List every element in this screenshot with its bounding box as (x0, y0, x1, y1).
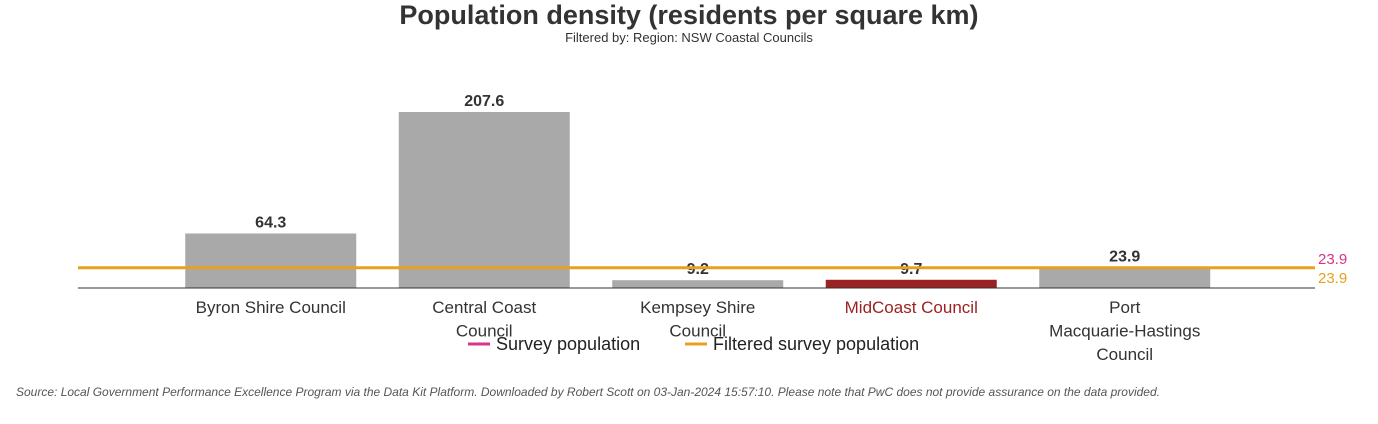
category-label: Kempsey Shire Council (640, 298, 755, 341)
chart-subtitle: Filtered by: Region: NSW Coastal Council… (565, 30, 813, 45)
reference-line-label: 23.9 (1318, 251, 1347, 268)
bar[interactable] (612, 280, 784, 288)
reference-line-label: 23.9 (1318, 270, 1347, 287)
category-label: MidCoast Council (845, 298, 978, 317)
bar-value-label: 23.9 (1109, 249, 1140, 266)
chart-title: Population density (residents per square… (399, 0, 979, 30)
source-footnote: Source: Local Government Performance Exc… (16, 385, 1160, 399)
category-label: Port Macquarie-Hastings Council (1049, 298, 1200, 364)
bar-value-label: 64.3 (255, 214, 286, 231)
bar-value-label: 9.7 (900, 261, 922, 278)
bar[interactable] (185, 233, 357, 288)
bar-value-label: 207.6 (464, 93, 504, 110)
category-label: Byron Shire Council (196, 298, 346, 317)
bar[interactable] (825, 279, 997, 288)
bar-value-label: 9.2 (687, 261, 709, 278)
legend-label[interactable]: Filtered survey population (713, 334, 919, 354)
bar[interactable] (1039, 267, 1211, 288)
legend-label[interactable]: Survey population (496, 334, 640, 354)
bar[interactable] (398, 112, 570, 288)
category-label: Central Coast Council (432, 298, 536, 341)
